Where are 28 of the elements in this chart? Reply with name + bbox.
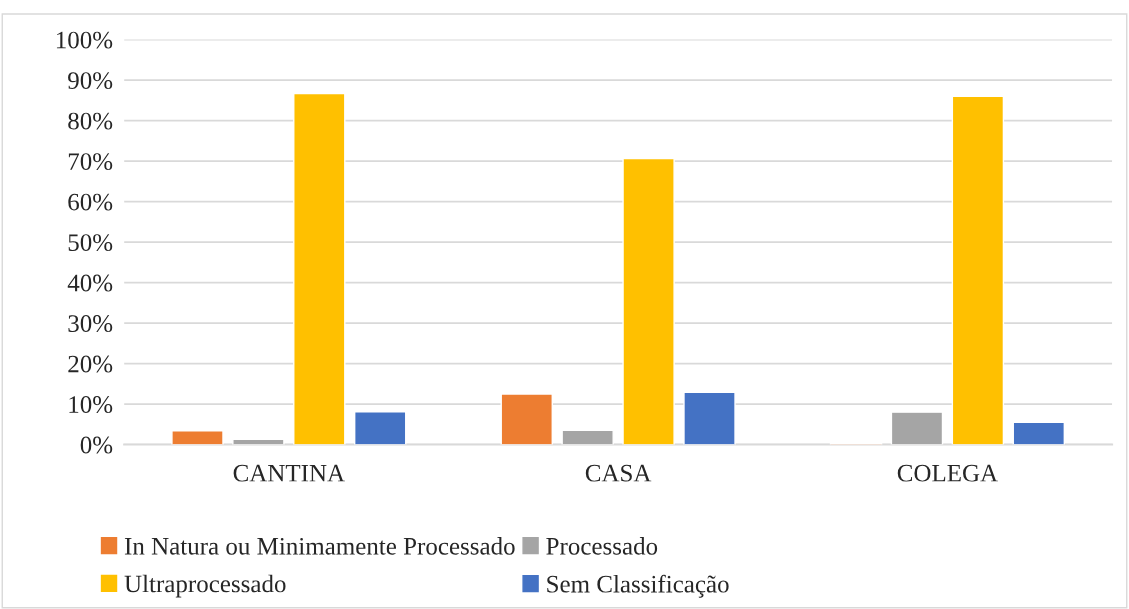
bar — [1012, 421, 1066, 445]
y-tick-label: 70% — [68, 153, 113, 171]
y-tick-label: 60% — [68, 193, 113, 211]
bar — [683, 391, 736, 445]
y-tick-label: 0% — [80, 436, 113, 454]
y-tick-label: 90% — [68, 72, 113, 90]
legend-label: Ultraprocessado — [124, 574, 286, 598]
legend-label: In Natura ou Minimamente Processado — [124, 537, 515, 555]
y-tick-label: 100% — [56, 31, 113, 49]
bar — [561, 429, 614, 445]
bar — [293, 92, 346, 445]
bar — [890, 411, 944, 445]
bar — [951, 95, 1005, 445]
y-tick-label: 80% — [68, 112, 113, 130]
x-tick-label: CASA — [585, 464, 652, 482]
legend-label: Sem Classificação — [547, 574, 729, 598]
y-tick-label: 10% — [69, 396, 113, 414]
bar — [353, 411, 407, 445]
x-tick-label: CANTINA — [233, 464, 345, 482]
x-tick-label: COLEGA — [897, 464, 998, 482]
bar — [622, 157, 675, 445]
y-tick-label: 30% — [68, 315, 113, 333]
bar — [171, 430, 224, 445]
y-tick-label: 40% — [67, 274, 113, 292]
y-tick-label: 50% — [68, 234, 113, 252]
y-tick-label: 20% — [68, 355, 113, 373]
legend-label: Processado — [546, 537, 658, 555]
bar — [500, 393, 553, 445]
